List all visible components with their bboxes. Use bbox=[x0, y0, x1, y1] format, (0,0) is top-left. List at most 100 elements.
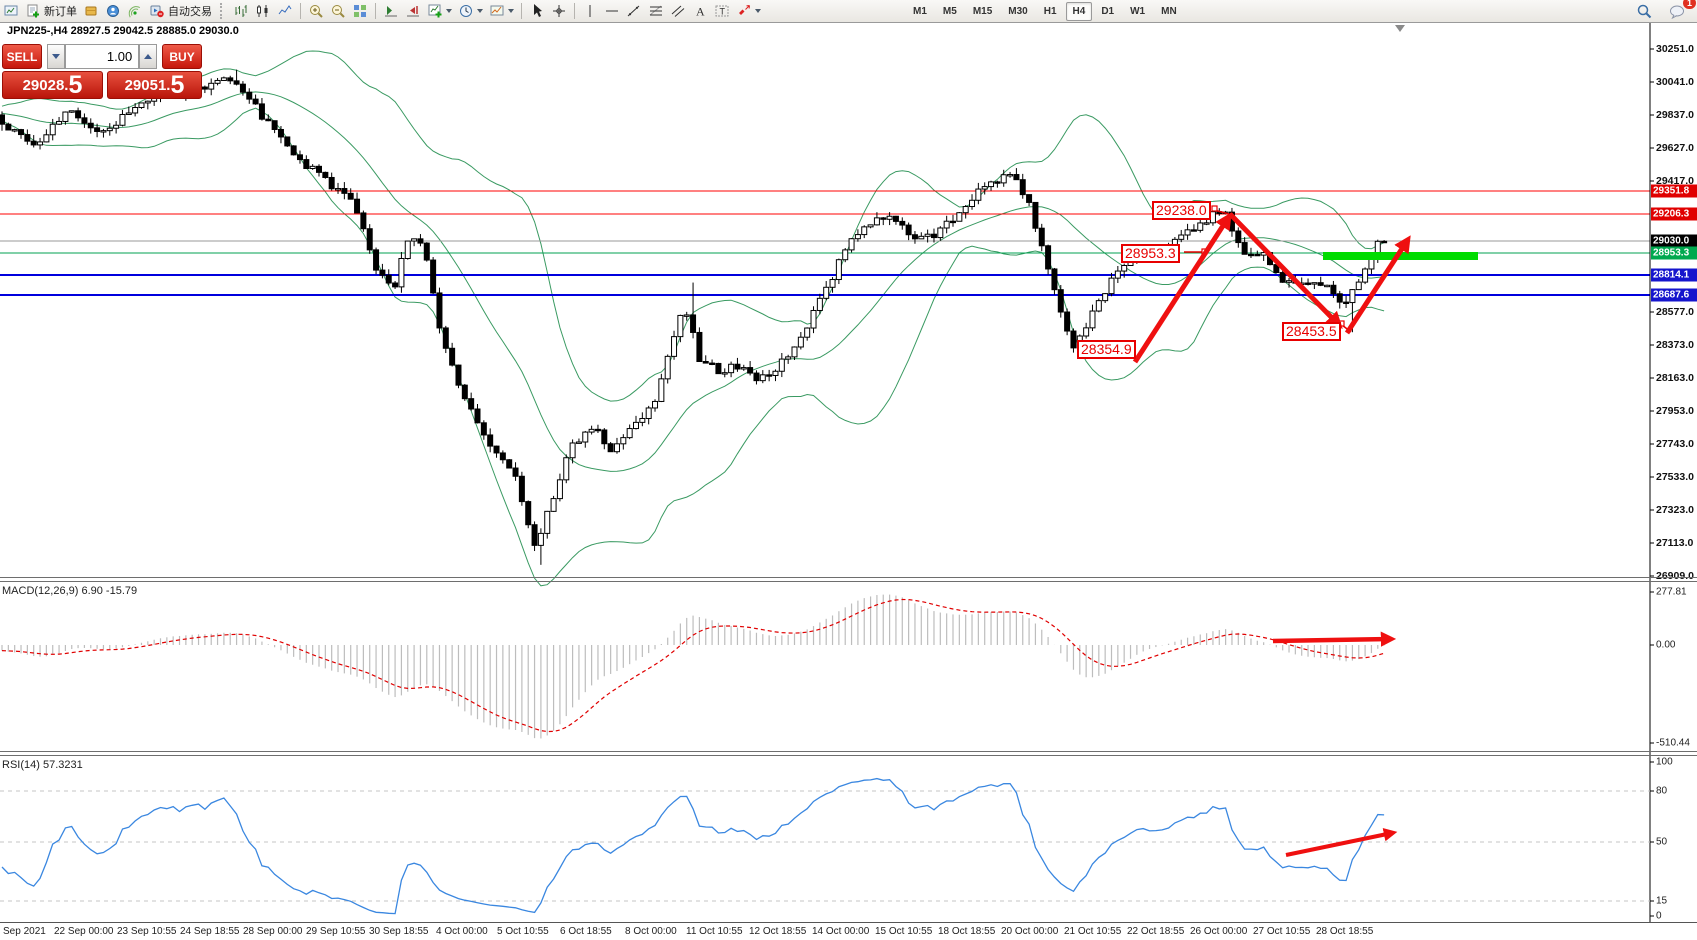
timeframe-button-w1[interactable]: W1 bbox=[1130, 5, 1146, 17]
indicators-menu-icon[interactable] bbox=[424, 1, 455, 21]
text-label-icon[interactable]: T bbox=[711, 1, 733, 21]
notifications-icon[interactable]: 1 bbox=[1665, 0, 1696, 21]
timeframe-button-h4[interactable]: H4 bbox=[1065, 1, 1093, 21]
price-annotation[interactable]: 28354.9 bbox=[1077, 340, 1136, 359]
trend-arrow[interactable] bbox=[1344, 235, 1411, 335]
rsi-panel-separator[interactable] bbox=[0, 751, 1697, 752]
charts-icon[interactable] bbox=[0, 1, 22, 21]
toolbar-grip[interactable] bbox=[220, 3, 225, 19]
timeframe-button-mn[interactable]: MN bbox=[1161, 5, 1177, 17]
bar-chart-type-icon[interactable] bbox=[230, 1, 252, 21]
price-axis-tick-label: 29417.0 bbox=[1656, 175, 1694, 187]
buy-button[interactable]: BUY bbox=[162, 44, 203, 69]
crosshair-icon bbox=[553, 5, 565, 17]
chevron-down-icon[interactable] bbox=[477, 9, 483, 13]
zoom-in-icon[interactable] bbox=[305, 1, 327, 21]
rsi-panel-separator-line bbox=[0, 755, 1697, 756]
chart-shift-icon[interactable] bbox=[402, 1, 424, 21]
date-axis-label: 4 Oct 00:00 bbox=[436, 926, 488, 937]
crosshair-icon[interactable] bbox=[548, 1, 570, 21]
zoom-out-icon[interactable] bbox=[327, 1, 349, 21]
tile-windows-icon[interactable] bbox=[349, 1, 371, 21]
text-icon: A bbox=[696, 5, 705, 19]
price-annotation[interactable]: 28453.5 bbox=[1282, 322, 1341, 341]
rsi-trend-arrow[interactable] bbox=[1285, 828, 1398, 857]
channel-icon[interactable] bbox=[667, 1, 689, 21]
auto-trading-button-label: 自动交易 bbox=[168, 6, 212, 18]
zoom-in-icon bbox=[310, 5, 323, 18]
date-axis-label: 15 Oct 10:55 bbox=[875, 926, 933, 937]
price-annotation[interactable]: 29238.0 bbox=[1152, 201, 1211, 220]
trend-arrow[interactable] bbox=[1228, 212, 1343, 329]
price-level-badge: 29030.0 bbox=[1651, 234, 1697, 248]
cursor-icon bbox=[534, 4, 542, 17]
price-axis-tick-label: 28577.0 bbox=[1656, 306, 1694, 318]
toolbar-separator bbox=[574, 3, 575, 19]
trend-arrow[interactable] bbox=[1132, 212, 1232, 364]
macd-trend-arrow[interactable] bbox=[1272, 631, 1397, 647]
price-annotation[interactable]: 28953.3 bbox=[1121, 244, 1180, 263]
svg-text:T: T bbox=[720, 7, 726, 17]
volume-increase-button[interactable] bbox=[139, 44, 158, 69]
timeframe-button-m30[interactable]: M30 bbox=[1008, 5, 1028, 17]
macd-scale-label: 0.00 bbox=[1656, 639, 1676, 651]
horizontal-line-icon bbox=[606, 10, 618, 12]
date-axis-label: 11 Oct 10:55 bbox=[686, 926, 743, 937]
price-level-badge: 28953.3 bbox=[1651, 246, 1697, 260]
line-chart-type-icon[interactable] bbox=[274, 1, 296, 21]
auto-scroll-icon[interactable] bbox=[380, 1, 402, 21]
search-icon[interactable] bbox=[1633, 1, 1655, 21]
chevron-down-icon[interactable] bbox=[755, 9, 761, 13]
date-axis-label: 28 Sep 00:00 bbox=[243, 926, 303, 937]
price-axis-tick-label: 27323.0 bbox=[1656, 504, 1694, 516]
market-icon bbox=[107, 5, 119, 17]
periods-menu-icon bbox=[460, 5, 472, 17]
market-icon[interactable] bbox=[102, 1, 124, 21]
arrows-icon[interactable] bbox=[733, 1, 764, 21]
timeframe-button-m15[interactable]: M15 bbox=[972, 5, 993, 17]
toolbar-icon-group: 新订单 自动交易 A T bbox=[0, 0, 764, 22]
zoom-out-icon bbox=[332, 5, 345, 18]
buy-price-display[interactable]: 29051. 5 bbox=[107, 71, 202, 99]
sell-button[interactable]: SELL bbox=[2, 44, 42, 69]
chart-shift-marker[interactable] bbox=[1395, 25, 1405, 32]
date-axis-label: 22 Sep 00:00 bbox=[54, 926, 114, 937]
periods-menu-icon[interactable] bbox=[455, 1, 486, 21]
date-axis-separator bbox=[0, 922, 1697, 923]
chevron-down-icon[interactable] bbox=[446, 9, 452, 13]
chart-symbol-ohlc-info: JPN225-,H4 28927.5 29042.5 28885.0 29030… bbox=[7, 25, 239, 37]
fibonacci-icon[interactable] bbox=[645, 1, 667, 21]
candlestick-chart-type-icon bbox=[257, 5, 268, 17]
annotation-anchor-square[interactable] bbox=[1211, 205, 1218, 212]
sell-price-display[interactable]: 29028. 5 bbox=[2, 71, 103, 99]
rsi-scale-label: 15 bbox=[1656, 895, 1668, 907]
vertical-line-icon[interactable] bbox=[579, 1, 601, 21]
profiles-icon[interactable] bbox=[80, 1, 102, 21]
auto-trading-button[interactable]: 自动交易 bbox=[146, 1, 215, 21]
cursor-icon[interactable] bbox=[526, 1, 548, 21]
templates-menu-icon[interactable] bbox=[486, 1, 517, 21]
timeframe-button-m5[interactable]: M5 bbox=[942, 5, 957, 17]
green-highlight-bar[interactable] bbox=[1323, 252, 1478, 260]
date-axis-label: Sep 2021 bbox=[3, 926, 46, 937]
timeframe-button-h1[interactable]: H1 bbox=[1043, 5, 1057, 17]
horizontal-line-icon[interactable] bbox=[601, 1, 623, 21]
macd-panel-separator-line bbox=[0, 581, 1697, 582]
volume-input[interactable]: 1.00 bbox=[64, 44, 140, 69]
date-axis-label: 30 Sep 18:55 bbox=[369, 926, 429, 937]
signals-icon bbox=[128, 6, 141, 18]
date-axis-label: 21 Oct 10:55 bbox=[1064, 926, 1122, 937]
signals-icon[interactable] bbox=[124, 1, 146, 21]
candlestick-chart-type-icon[interactable] bbox=[252, 1, 274, 21]
timeframe-button-m1[interactable]: M1 bbox=[913, 5, 927, 17]
macd-panel-separator[interactable] bbox=[0, 577, 1697, 578]
one-click-trade-panel: SELL 1.00 BUY 29028. 5 29051. 5 bbox=[2, 44, 203, 99]
volume-decrease-button[interactable] bbox=[46, 44, 65, 69]
chevron-down-icon[interactable] bbox=[508, 9, 514, 13]
text-icon[interactable]: A bbox=[689, 1, 711, 21]
timeframe-button-d1[interactable]: D1 bbox=[1101, 5, 1115, 17]
new-order-button[interactable]: 新订单 bbox=[22, 1, 80, 21]
trendline-icon[interactable] bbox=[623, 1, 645, 21]
fibonacci-icon bbox=[649, 5, 662, 16]
